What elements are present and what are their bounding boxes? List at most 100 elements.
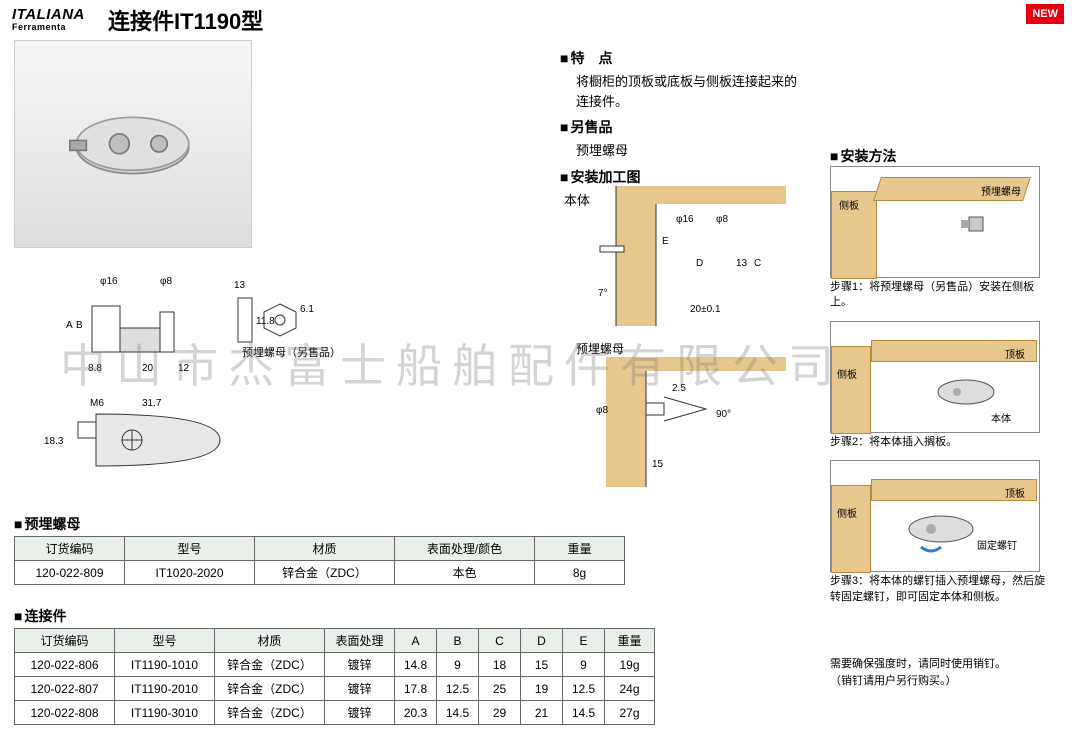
table-cell: 25 xyxy=(479,677,521,701)
svg-text:φ8: φ8 xyxy=(596,405,608,416)
table-cell: 120-022-806 xyxy=(15,653,115,677)
features-heading: 特 点 xyxy=(560,48,800,68)
lbl-top-2: 顶板 xyxy=(1005,346,1025,361)
svg-text:7°: 7° xyxy=(598,288,608,299)
machining-diagram-1: φ16 φ8 C 13 D E 20±0.1 7° xyxy=(576,186,786,326)
svg-text:90°: 90° xyxy=(716,409,731,420)
table-cell: 镀锌 xyxy=(325,653,395,677)
table-cell: 17.8 xyxy=(395,677,437,701)
table-header: E xyxy=(563,629,605,653)
lbl-side-1: 侧板 xyxy=(839,197,859,212)
new-badge: NEW xyxy=(1026,4,1064,24)
svg-text:φ8: φ8 xyxy=(160,276,172,287)
brand-logo: ITALIANA Ferramenta xyxy=(12,6,85,32)
table-header: A xyxy=(395,629,437,653)
table-cell: 12.5 xyxy=(437,677,479,701)
install-step-1-figure: 侧板 预埋螺母 xyxy=(830,166,1040,278)
table-cell: 120-022-808 xyxy=(15,701,115,725)
table-cell: 锌合金（ZDC） xyxy=(215,653,325,677)
table-cell: 8g xyxy=(535,561,625,585)
svg-text:6.1: 6.1 xyxy=(300,304,314,315)
svg-text:φ16: φ16 xyxy=(676,214,694,225)
svg-text:20±0.1: 20±0.1 xyxy=(690,304,721,315)
soldsep-heading: 另售品 xyxy=(560,117,800,137)
table-cell: 20.3 xyxy=(395,701,437,725)
table-header: C xyxy=(479,629,521,653)
features-text: 将橱柜的顶板或底板与侧板连接起来的连接件。 xyxy=(576,72,800,111)
svg-text:C: C xyxy=(754,258,761,269)
table-row: 120-022-807IT1190-2010锌合金（ZDC）镀锌17.812.5… xyxy=(15,677,655,701)
table-cell: 120-022-807 xyxy=(15,677,115,701)
table-header: 重量 xyxy=(605,629,655,653)
table-header: 表面处理 xyxy=(325,629,395,653)
table-cell: 27g xyxy=(605,701,655,725)
lbl-nut-1: 预埋螺母 xyxy=(981,183,1021,198)
conn-table: 订货编码型号材质表面处理ABCDE重量120-022-806IT1190-101… xyxy=(14,628,655,725)
footnote: 需要确保强度时，请同时使用销钉。 （销钉请用户另行购买。） xyxy=(830,656,1006,689)
nut-label-2: 预埋螺母 xyxy=(576,340,786,357)
soldsep-text: 预埋螺母 xyxy=(576,141,800,161)
table-cell: IT1020-2020 xyxy=(125,561,255,585)
install-step-1-caption: 步骤1：将预埋螺母（另售品）安装在侧板上。 xyxy=(830,280,1050,311)
table-header: 表面处理/颜色 xyxy=(395,537,535,561)
lbl-side-3: 侧板 xyxy=(837,505,857,520)
svg-text:A: A xyxy=(66,320,73,331)
table-cell: 14.8 xyxy=(395,653,437,677)
conn-table-block: 连接件 订货编码型号材质表面处理ABCDE重量 120-022-806IT1190… xyxy=(14,598,655,725)
nut-table: 订货编码型号材质表面处理/颜色重量120-022-809IT1020-2020锌… xyxy=(14,536,625,585)
install-heading: 安装方法 xyxy=(830,146,1050,166)
svg-text:φ16: φ16 xyxy=(100,276,118,287)
table-cell: 18 xyxy=(479,653,521,677)
svg-text:B: B xyxy=(76,320,83,331)
svg-text:13: 13 xyxy=(234,280,246,291)
svg-text:18.3: 18.3 xyxy=(44,436,64,447)
table-cell: IT1190-3010 xyxy=(115,701,215,725)
table-row: 120-022-808IT1190-3010锌合金（ZDC）镀锌20.3 14.5… xyxy=(15,701,655,725)
table-cell: 9 xyxy=(563,653,605,677)
table-cell: 镀锌 xyxy=(325,701,395,725)
svg-text:φ8: φ8 xyxy=(716,214,728,225)
lbl-top-3: 顶板 xyxy=(1005,485,1025,500)
install-step-3-caption: 步骤3：将本体的螺钉插入预埋螺母，然后旋转固定螺钉，即可固定本体和侧板。 xyxy=(830,574,1050,605)
svg-text:13: 13 xyxy=(736,258,748,269)
svg-text:8.8: 8.8 xyxy=(88,363,102,374)
svg-text:E: E xyxy=(662,236,669,247)
table-header: 型号 xyxy=(115,629,215,653)
nut-label: 预埋螺母（另售品） xyxy=(242,344,341,360)
table-cell: 锌合金（ZDC） xyxy=(255,561,395,585)
page-title: 连接件IT1190型 xyxy=(108,4,263,36)
dimension-drawing-top: φ16 φ8 A B 8.8 20 12 13 11.8 6.1 预埋螺母（另售… xyxy=(62,268,362,378)
install-step-2-figure: 侧板 顶板 本体 xyxy=(830,321,1040,433)
footnote-line1: 需要确保强度时，请同时使用销钉。 xyxy=(830,656,1006,673)
svg-text:11.8: 11.8 xyxy=(256,316,275,327)
table-header: D xyxy=(521,629,563,653)
table-header: 重量 xyxy=(535,537,625,561)
footnote-line2: （销钉请用户另行购买。） xyxy=(830,673,1006,690)
table-header: B xyxy=(437,629,479,653)
table-cell: 24g xyxy=(605,677,655,701)
table-header: 订货编码 xyxy=(15,629,115,653)
svg-text:20: 20 xyxy=(142,363,154,374)
table-cell: 29 xyxy=(479,701,521,725)
table-cell: 镀锌 xyxy=(325,677,395,701)
install-column: 安装方法 侧板 预埋螺母 步骤1：将预埋螺母（另售品）安装在侧板上。 侧板 顶板… xyxy=(830,146,1050,615)
table-header: 材质 xyxy=(215,629,325,653)
table-cell: 12.5 xyxy=(563,677,605,701)
dimension-drawing-bottom: 31.7 M6 18.3 xyxy=(40,394,280,494)
table-cell: 14.5 xyxy=(563,701,605,725)
svg-text:2.5: 2.5 xyxy=(672,383,686,394)
svg-text:12: 12 xyxy=(178,363,190,374)
table-row: 120-022-809IT1020-2020锌合金（ZDC）本色8g xyxy=(15,561,625,585)
product-photo xyxy=(14,40,252,248)
table-header: 订货编码 xyxy=(15,537,125,561)
drawing-heading: 安装加工图 xyxy=(560,167,800,187)
install-step-2-caption: 步骤2：将本体插入搁板。 xyxy=(830,435,1050,450)
svg-text:31.7: 31.7 xyxy=(142,398,162,409)
table-cell: 锌合金（ZDC） xyxy=(215,701,325,725)
table-cell: 19 xyxy=(521,677,563,701)
lbl-body-2: 本体 xyxy=(991,410,1011,425)
conn-table-title: 连接件 xyxy=(14,606,655,626)
svg-text:15: 15 xyxy=(652,459,664,470)
brand-sub: Ferramenta xyxy=(12,23,85,32)
svg-text:D: D xyxy=(696,258,703,269)
